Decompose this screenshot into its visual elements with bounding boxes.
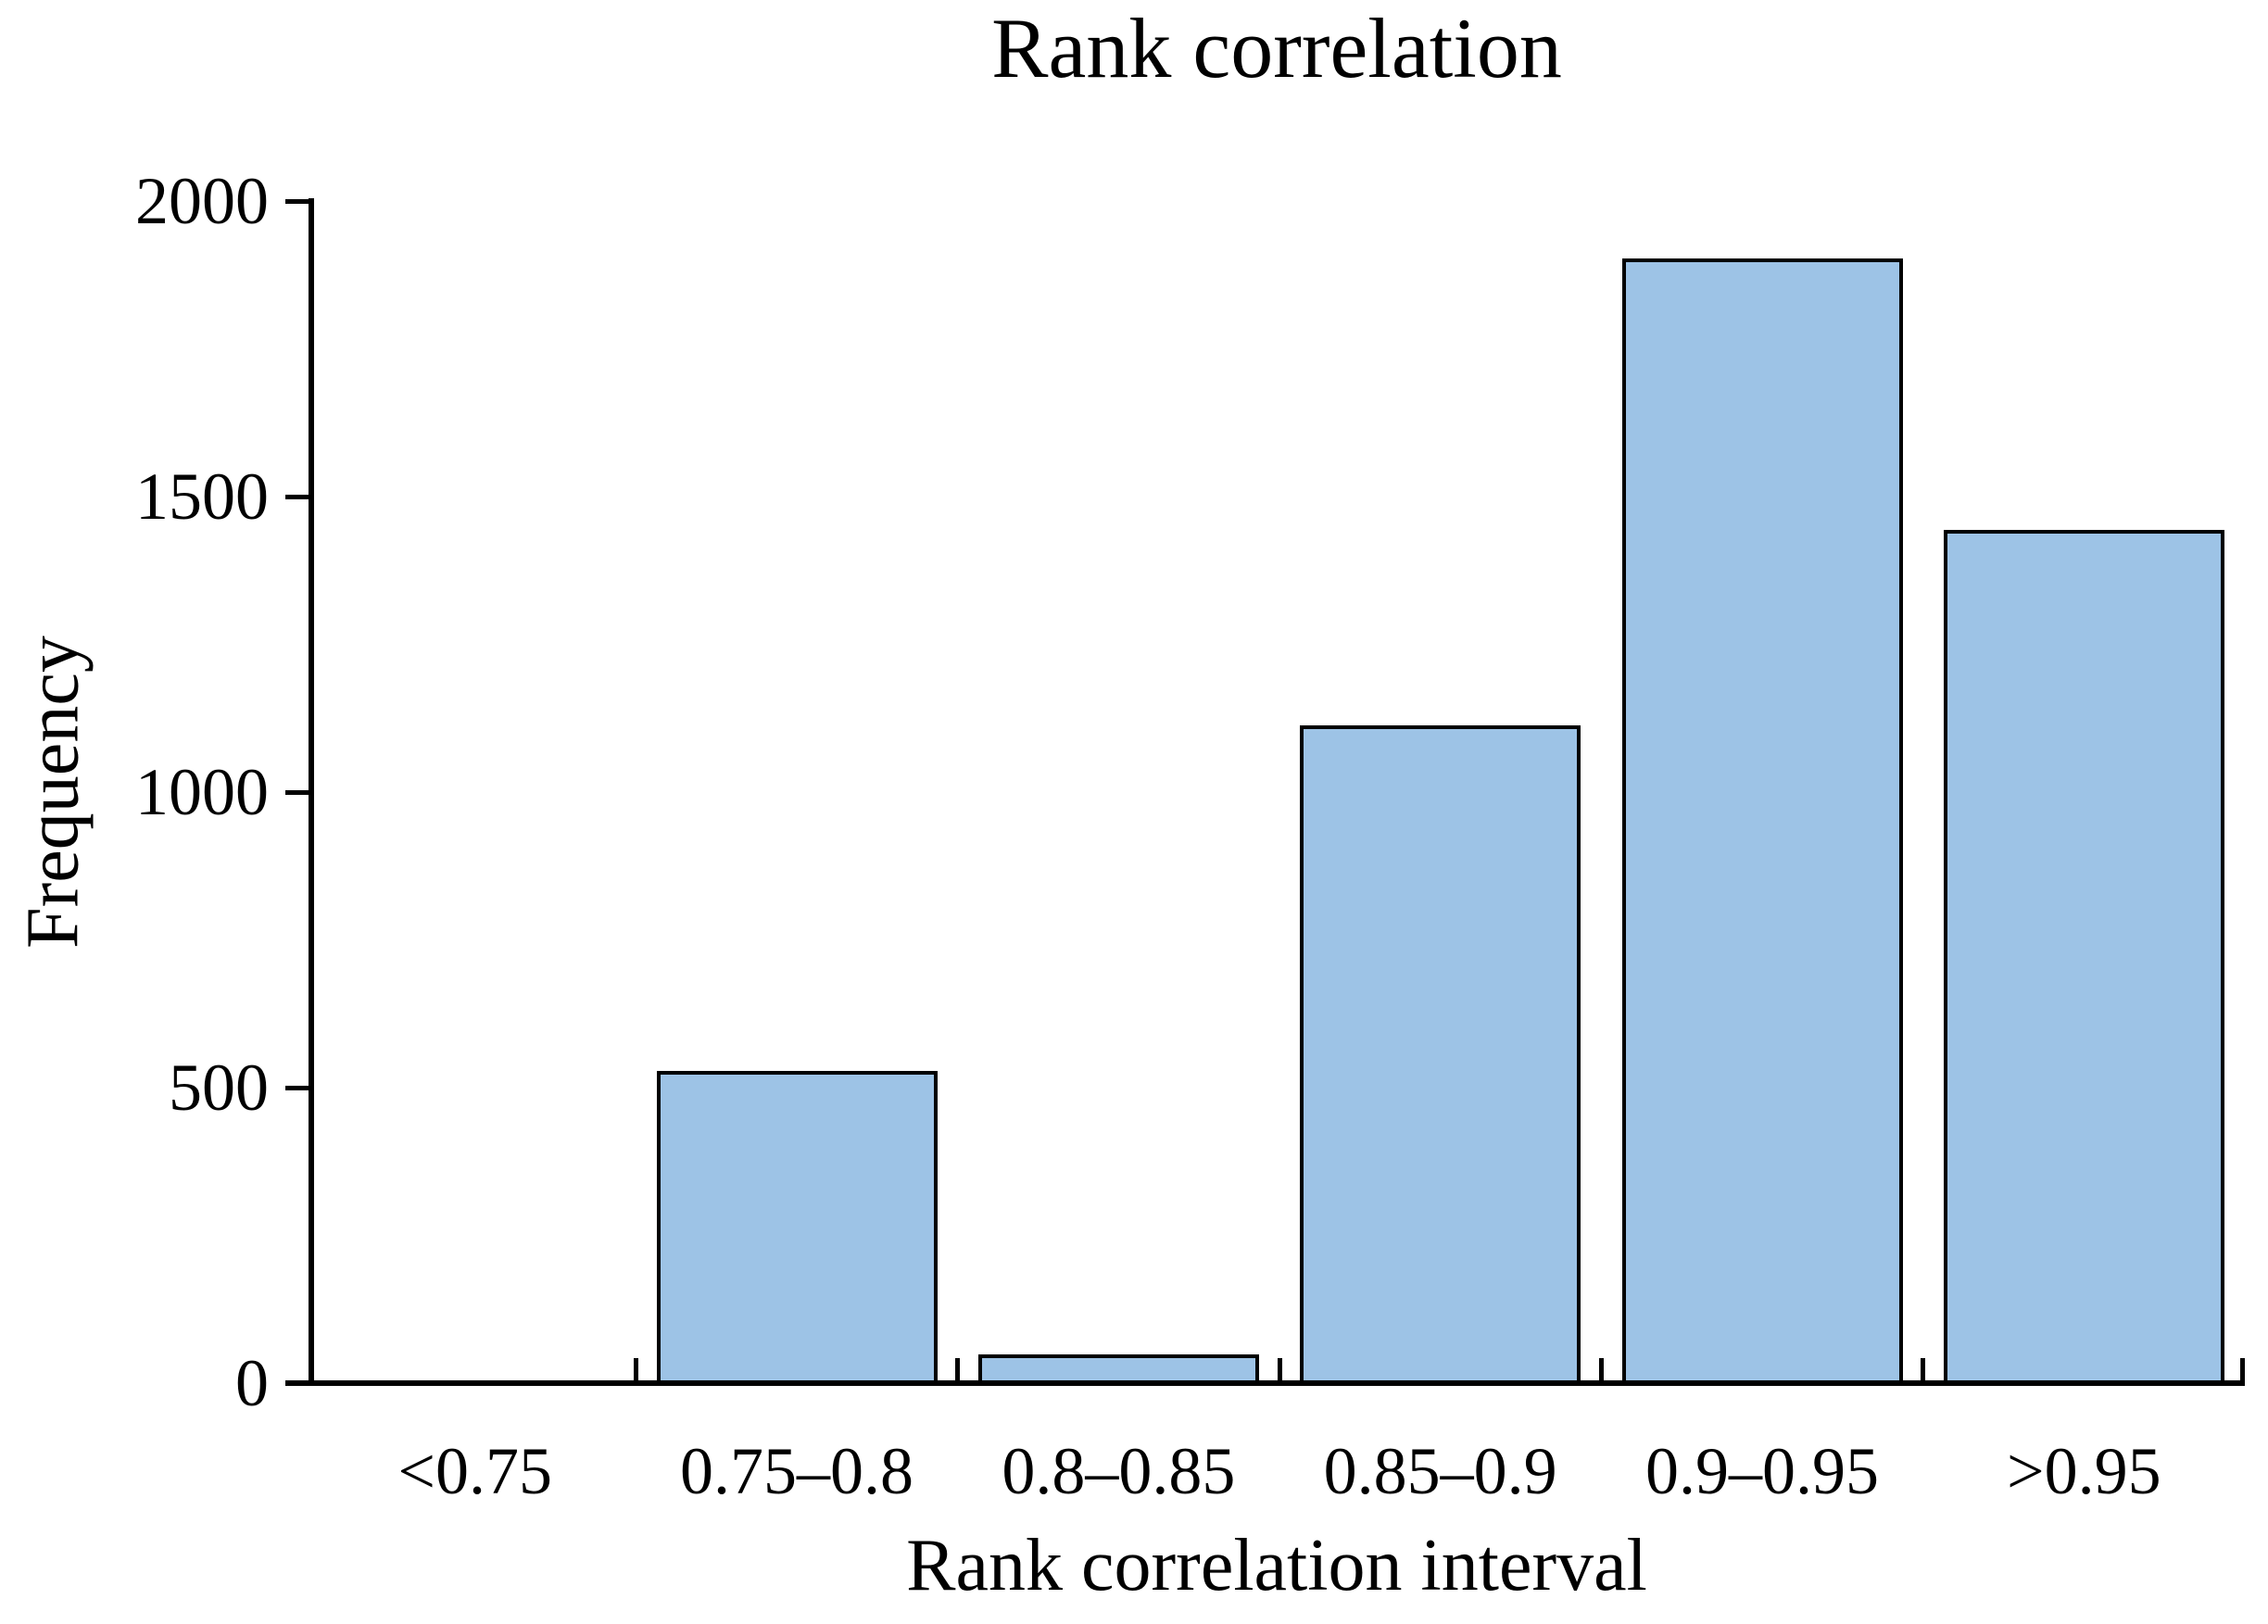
chart-title: Rank correlation	[991, 1, 1562, 95]
x-category-label: >0.95	[2007, 1434, 2161, 1508]
x-boundary-tick	[1277, 1358, 1282, 1380]
y-tick	[285, 198, 309, 204]
x-axis-title: Rank correlation interval	[906, 1525, 1647, 1606]
bar	[656, 1070, 938, 1384]
x-category-label: 0.85–0.9	[1323, 1434, 1557, 1508]
x-boundary-tick	[1598, 1358, 1604, 1380]
y-tick	[285, 1380, 309, 1386]
x-boundary-tick	[1921, 1358, 1926, 1380]
bar	[1943, 530, 2224, 1384]
y-tick-label: 500	[169, 1051, 269, 1125]
y-tick-label: 2000	[135, 164, 269, 238]
y-tick-label: 1000	[135, 755, 269, 829]
x-axis-line	[285, 1380, 2245, 1386]
x-category-label: 0.8–0.85	[1002, 1434, 1236, 1508]
y-tick	[285, 1085, 309, 1090]
bar	[1300, 724, 1581, 1384]
y-tick	[285, 789, 309, 795]
y-axis-line	[309, 198, 314, 1386]
y-tick-label: 1500	[135, 460, 269, 534]
x-boundary-tick	[2240, 1358, 2245, 1380]
x-category-label: <0.75	[397, 1434, 552, 1508]
x-boundary-tick	[633, 1358, 638, 1380]
y-tick	[285, 494, 309, 499]
y-tick-label: 0	[235, 1346, 269, 1420]
x-category-label: 0.9–0.95	[1644, 1434, 1879, 1508]
x-boundary-tick	[955, 1358, 961, 1380]
bar	[1621, 258, 1903, 1384]
x-category-label: 0.75–0.8	[679, 1434, 914, 1508]
bar	[977, 1354, 1259, 1384]
